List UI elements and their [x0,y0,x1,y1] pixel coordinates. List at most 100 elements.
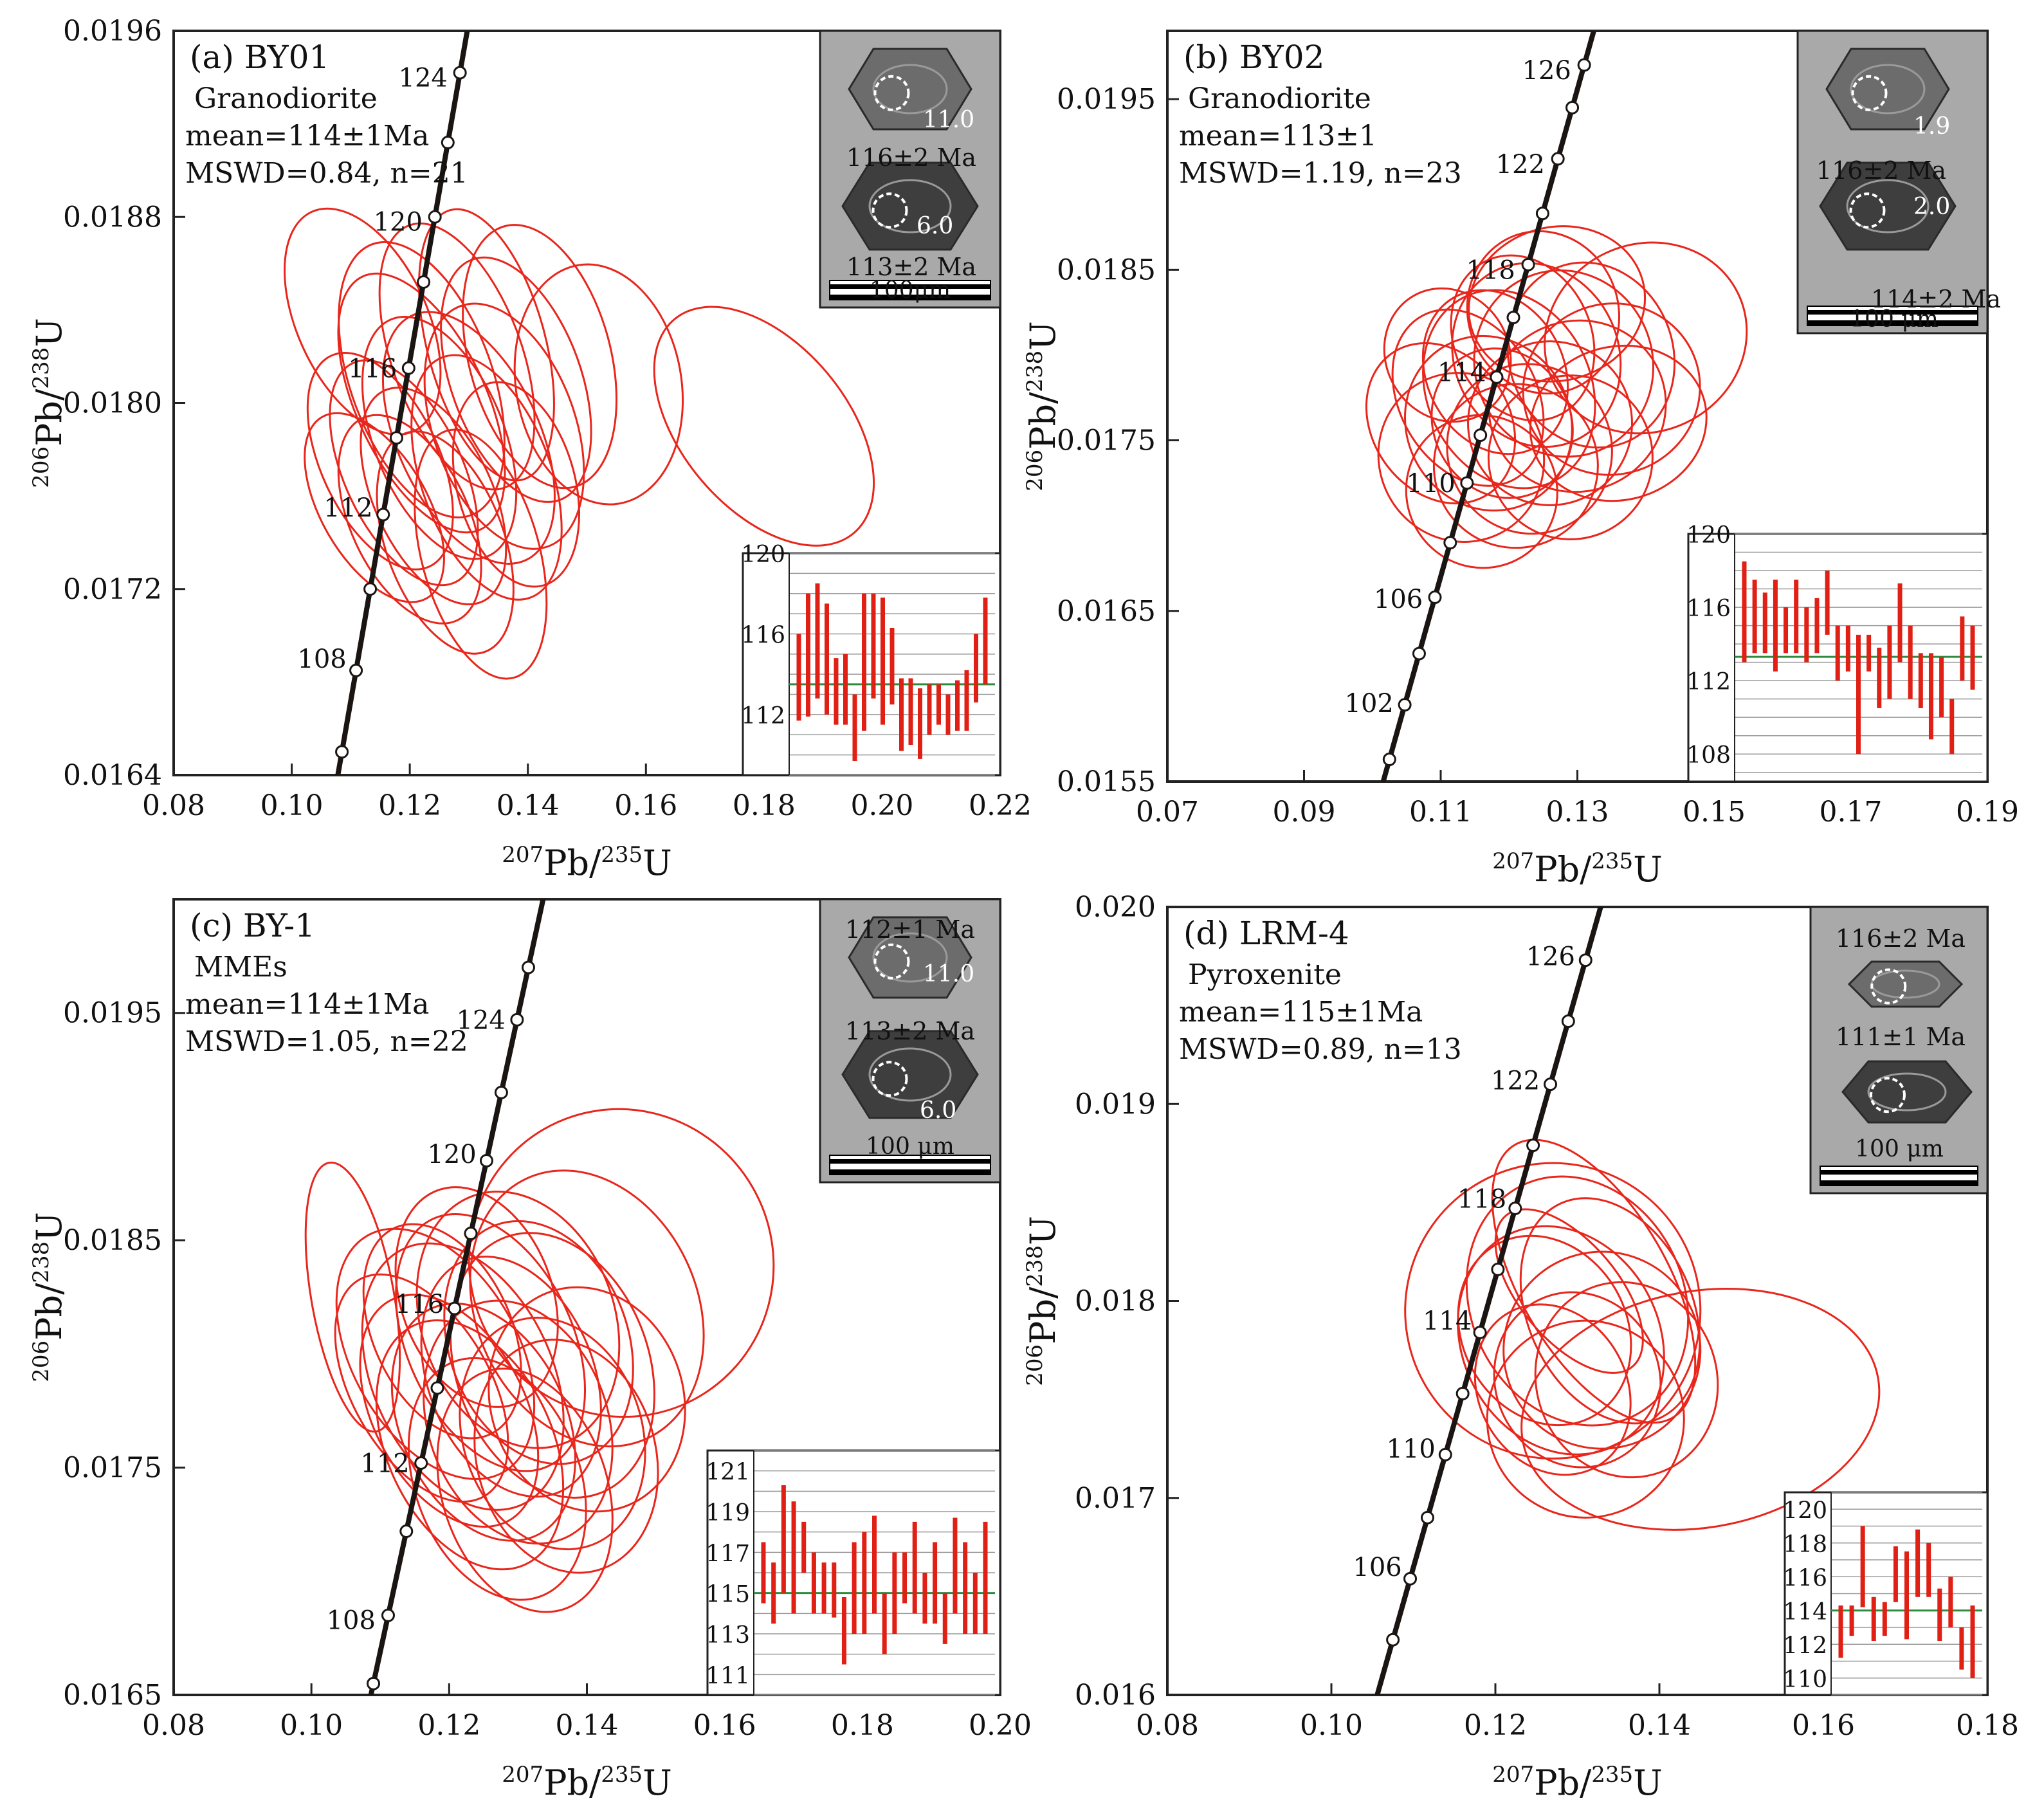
cl-epsilon-label: 1.9 [1913,113,1950,140]
x-tick-label: 0.08 [1136,1709,1199,1742]
concordia-age-marker [335,745,349,759]
zircon-growth-zone [1846,179,1930,233]
concordia-curve [1380,31,1597,782]
x-tick-label: 0.18 [1956,1709,2019,1742]
x-tick-label: 0.14 [1628,1709,1691,1742]
concordia-age-label: 106 [1374,585,1423,614]
mean-age: mean=114±1Ma [185,988,429,1021]
concordia-age-label: 114 [1423,1306,1472,1336]
error-ellipse [362,1223,522,1440]
concordia-age-marker [441,136,455,150]
cl-age-label: 100μm [870,277,951,304]
zircon-crystal [1819,161,1957,251]
cl-epsilon-label: 6.0 [920,1097,956,1124]
y-tick-label: 0.0175 [1057,425,1156,457]
analysis-spot [1851,75,1888,111]
analysis-spot [1870,1077,1906,1113]
concordia-age-marker [510,1012,524,1027]
concordia-age-marker [1544,1077,1558,1092]
error-ellipse [1486,1319,1685,1519]
x-tick-label: 0.20 [850,789,913,822]
concordia-age-marker [399,1524,414,1539]
error-ellipse [452,381,581,588]
zircon-crystal [848,48,972,131]
panel-b: 0.07 0.09 0.11 0.13 0.15 0.17 0.19 0.0155 0.0165… [1022,30,2019,890]
concordia-curve [368,899,546,1695]
inset-y-tick-label: 116 [1686,596,1731,622]
concordia-age-marker [1565,100,1580,114]
concordia-age-marker [376,508,390,522]
error-ellipse [1519,1197,1701,1425]
y-tick-label: 0.0180 [63,387,162,420]
concordia-age-marker [479,1153,493,1167]
error-ellipse [653,306,875,547]
inset-y-tick-label: 118 [1783,1532,1827,1558]
zircon-crystal [1841,1060,1973,1124]
concordia-age-marker [1443,536,1457,550]
concordia-age-marker [448,1301,462,1315]
error-ellipse [418,208,555,482]
concordia-age-marker [349,663,363,677]
error-ellipse [1488,319,1667,493]
mswd-n: MSWD=0.89, n=13 [1179,1033,1462,1066]
concordia-age-marker [1561,1014,1575,1029]
panel-label: (c) BY-1 [190,907,315,944]
y-tick-label: 0.0185 [1057,253,1156,286]
x-tick-label: 0.09 [1273,796,1336,828]
concordia-age-marker [389,431,403,445]
concordia-age-marker [1420,1510,1434,1524]
cl-image-panel: 112±1 Ma 11.0 113±2 Ma 6.0 100 μm [819,898,1001,1184]
x-axis-label: 207Pb/235U [502,842,671,883]
inset-y-tick-label: 115 [706,1582,750,1608]
analysis-spot [873,75,910,111]
y-axis-label: 206Pb/238U [1022,321,1063,491]
error-ellipse [1494,1208,1644,1374]
y-tick-label: 0.0188 [63,201,162,233]
concordia-age-marker [401,361,415,375]
concordia-age-label: 120 [427,1140,476,1169]
x-axis-label: 207Pb/235U [1492,1762,1662,1803]
inset-y-tick-label: 117 [706,1541,750,1567]
error-ellipse [436,1368,614,1613]
inset-y-tick-label: 110 [1783,1667,1827,1693]
inset-y-tick-label: 120 [741,542,785,568]
analysis-spot [871,192,908,229]
error-ellipse [1529,344,1708,502]
y-tick-label: 0.0155 [1057,765,1156,798]
error-ellipse [1506,261,1676,449]
panel-d: 0.08 0.10 0.12 0.14 0.16 0.18 0.016 0.017 0.018 0… [1022,891,2019,1803]
mean-age: mean=115±1Ma [1179,996,1423,1029]
error-ellipse [443,1220,634,1465]
inset-y-tick-label: 116 [741,622,785,648]
zircon-crystal [841,1030,979,1119]
x-tick-label: 0.15 [1683,796,1746,828]
weighted-mean-inset: 120 116 112 108 [1686,522,1989,783]
concordia-age-marker [367,1676,381,1690]
rock-type: MMEs [194,951,287,984]
y-tick-label: 0.020 [1075,891,1156,924]
cl-age-label: 113±2 Ma [845,1017,975,1045]
zircon-growth-zone [872,64,948,114]
concordia-age-marker [414,1456,428,1470]
concordia-age-label: 106 [1353,1553,1401,1582]
concordia-age-marker [1412,646,1426,661]
concordia-age-marker [1551,152,1565,166]
y-axis-label: 206Pb/238U [28,1212,69,1382]
error-ellipse [1522,302,1701,476]
error-ellipse [423,1299,614,1545]
concordia-age-label: 116 [395,1290,444,1319]
y-tick-label: 0.0175 [63,1452,162,1485]
cl-age-label: 111±1 Ma [1836,1023,1966,1051]
cl-age-label: 112±1 Ma [845,915,975,944]
x-tick-label: 0.17 [1820,796,1883,828]
analysis-spot [1870,968,1907,1005]
scale-bar [1820,1180,1978,1185]
error-ellipse [1421,289,1569,455]
error-ellipse [337,414,482,625]
scale-bar [1820,1170,1978,1175]
concordia-age-marker [1535,206,1549,221]
cl-age-label: 114±2 Ma [1871,285,2001,313]
plot-area: 102 106 110 114 118 122 126 [1345,31,1748,782]
error-ellipse [407,1357,587,1601]
